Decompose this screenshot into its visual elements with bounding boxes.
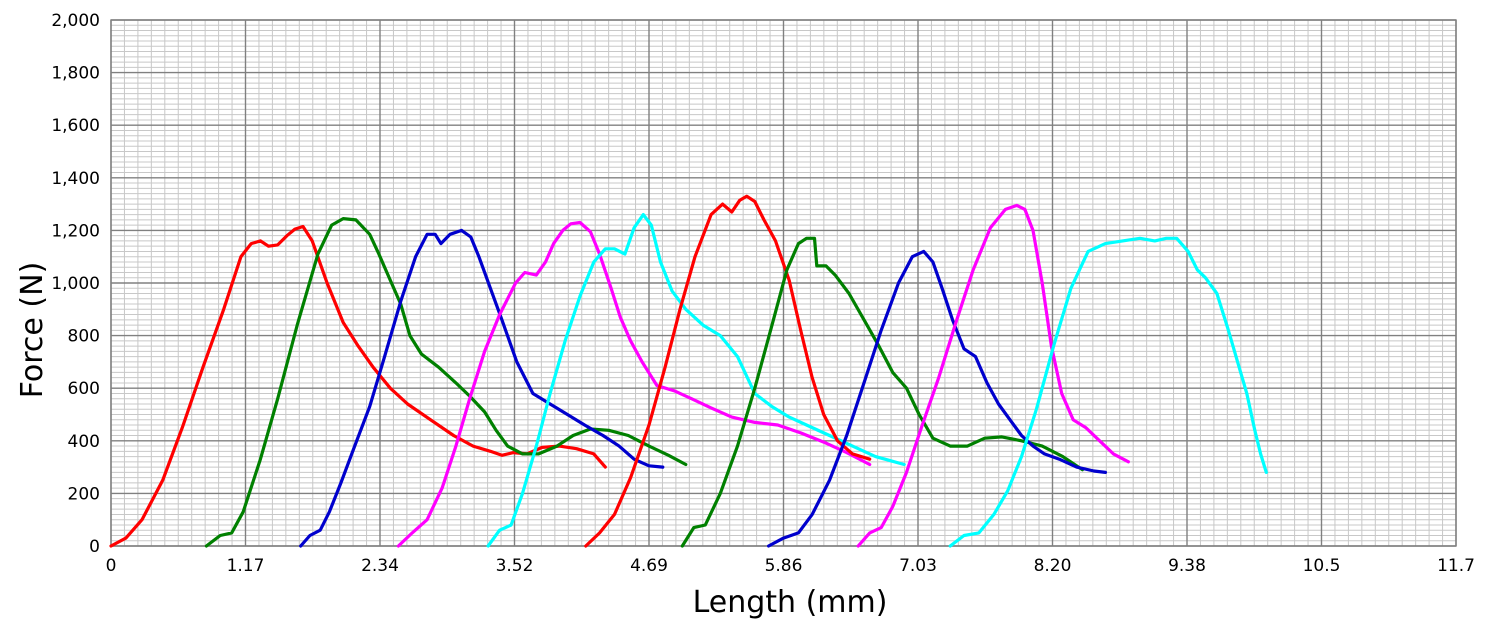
series-line-4 [396,220,872,548]
y-tick-label: 1,000 [51,274,100,294]
x-tick-label: 7.03 [899,556,937,576]
y-tick-label: 1,400 [51,169,100,189]
x-tick-label: 10.5 [1303,556,1341,576]
x-tick-label: 0 [106,556,117,576]
series-line-7 [680,236,1085,548]
x-tick-label: 11.7 [1437,556,1475,576]
x-tick-label: 8.20 [1034,556,1072,576]
series-line-9 [856,203,1131,548]
data-series [109,194,1268,548]
y-axis-ticks: 0 200 400 600 800 1,000 1,200 1,400 1,600 1,800 2,… [51,11,100,557]
x-axis-title: Length (mm) [693,585,888,619]
y-tick-label: 200 [68,484,100,504]
x-tick-label: 9.38 [1168,556,1206,576]
x-axis-ticks: 0 1.17 2.34 3.52 4.69 5.86 7.03 8.20 9.38 10.5 11.… [106,556,1475,576]
y-tick-label: 600 [68,379,100,399]
series-line-6 [584,194,872,548]
series-line-8 [766,249,1108,548]
y-tick-label: 2,000 [51,11,100,31]
y-tick-label: 1,600 [51,116,100,136]
y-tick-label: 1,800 [51,64,100,84]
y-tick-label: 800 [68,327,100,347]
x-tick-label: 5.86 [765,556,803,576]
series-line-10 [948,236,1268,548]
series-line-2 [204,217,688,548]
x-tick-label: 2.34 [361,556,399,576]
x-tick-label: 3.52 [496,556,534,576]
y-tick-label: 0 [89,537,100,557]
major-gridlines [110,19,1457,547]
y-tick-label: 1,200 [51,221,100,241]
x-tick-label: 4.69 [630,556,668,576]
y-tick-label: 400 [68,432,100,452]
series-line-5 [486,213,906,548]
y-axis-title: Force (N) [15,262,50,399]
plot-border [110,19,1457,547]
series-line-3 [299,228,665,548]
x-tick-label: 1.17 [227,556,265,576]
